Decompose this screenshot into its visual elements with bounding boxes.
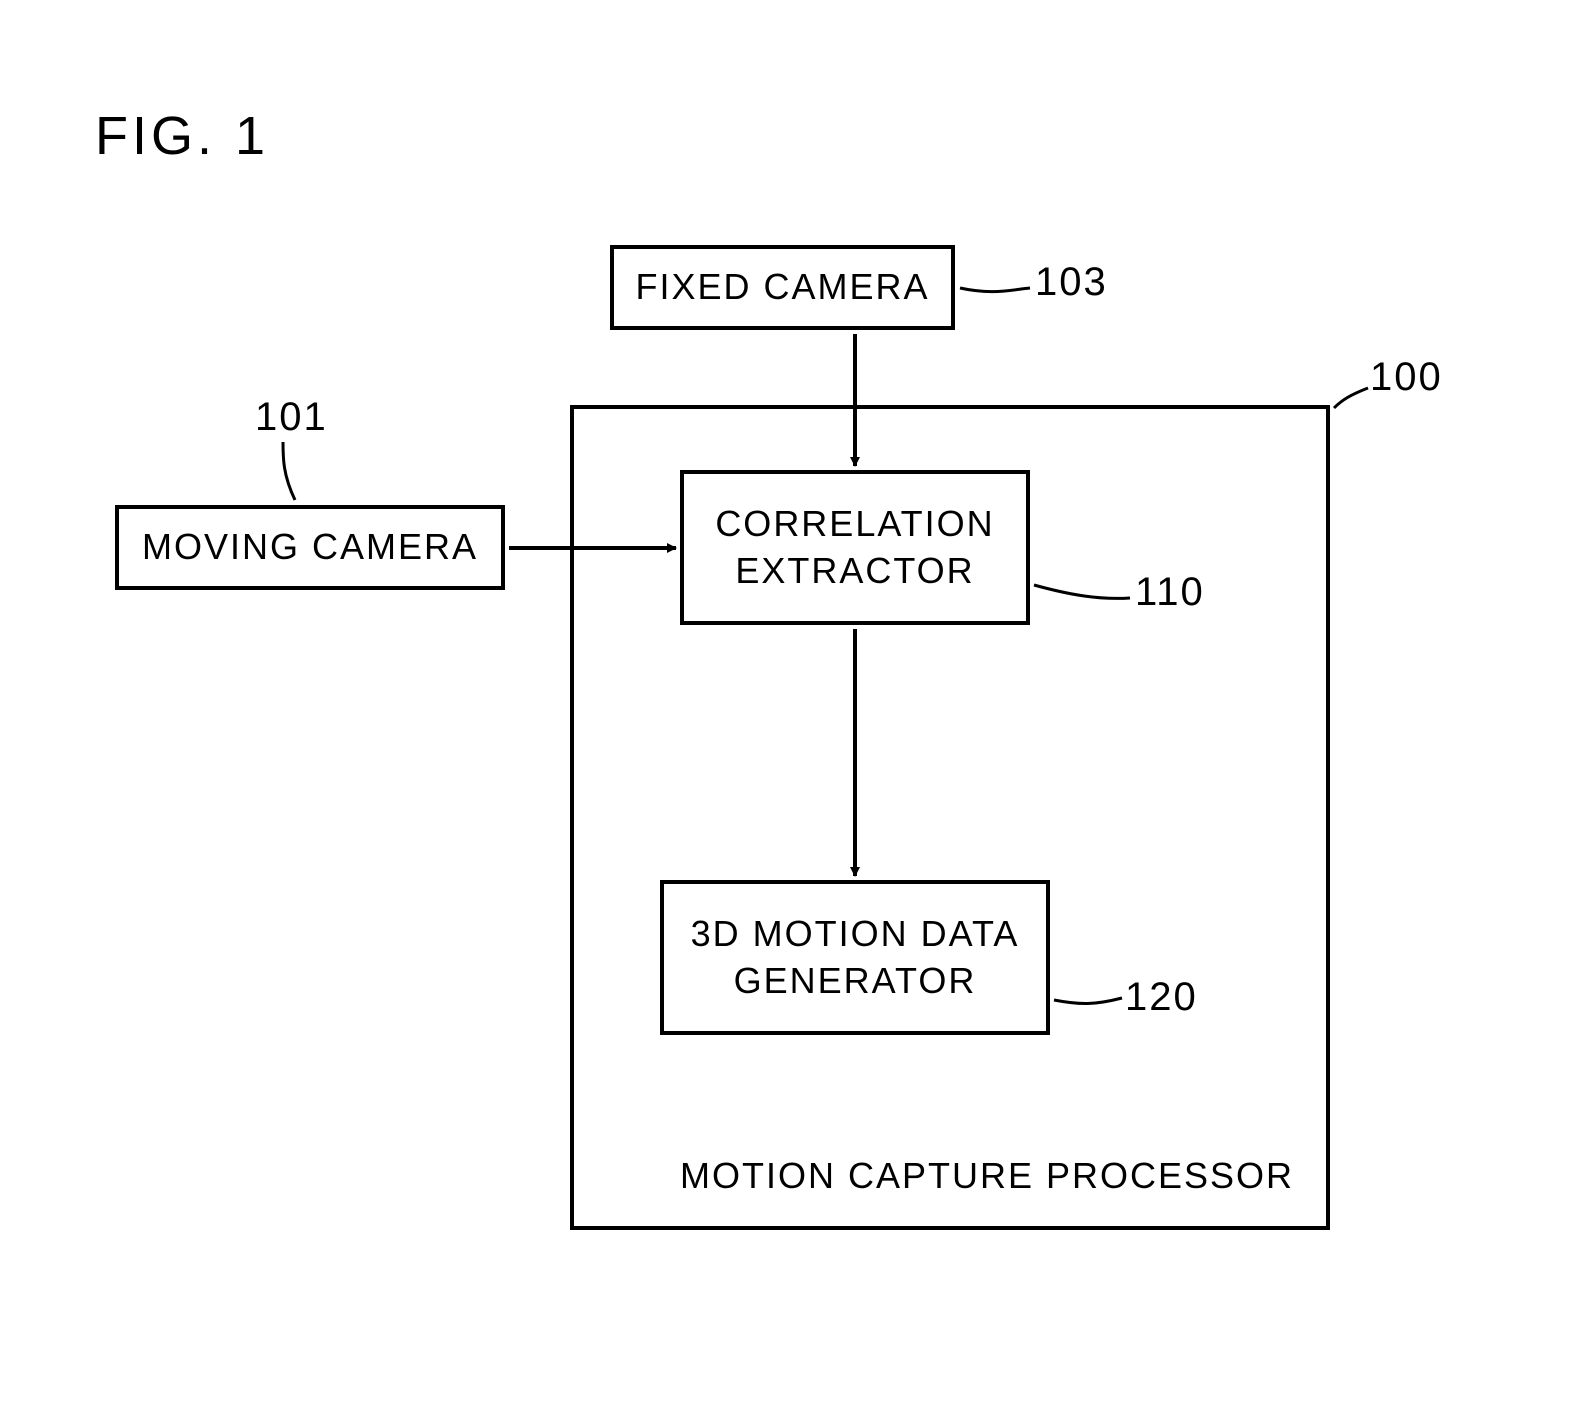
- connectors-svg: [0, 0, 1576, 1405]
- leader-110: [1034, 585, 1130, 598]
- leader-103: [960, 288, 1030, 292]
- diagram-canvas: FIG. 1 FIXED CAMERA MOVING CAMERA CORREL…: [0, 0, 1576, 1405]
- leader-101: [283, 442, 295, 500]
- leader-100: [1334, 388, 1368, 408]
- leader-120: [1054, 998, 1122, 1004]
